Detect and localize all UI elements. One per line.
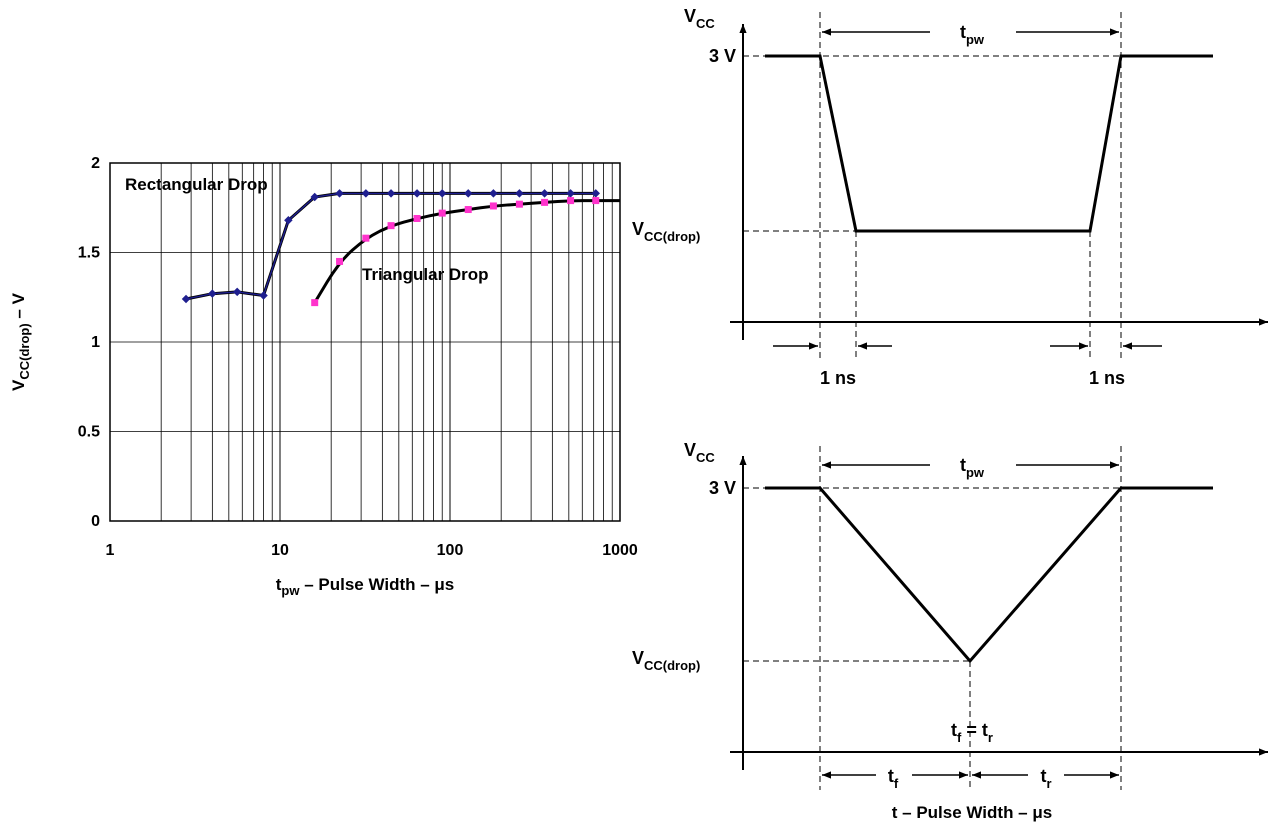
drop-vs-pulse-width-chart: 0 0.5 1 1.5 2 1 10 100 1000 Rectangular Drop Tr… bbox=[9, 155, 638, 598]
rectangular-drop-point bbox=[566, 189, 575, 198]
triangular-drop-point bbox=[413, 214, 421, 222]
triangular-drop-point bbox=[592, 197, 600, 205]
triangular-drop-point bbox=[541, 198, 549, 206]
rectangular-drop-point bbox=[259, 291, 268, 300]
triangular-drop-line bbox=[313, 199, 620, 304]
rectangular-drop-point bbox=[361, 189, 371, 198]
triangular-drop-point bbox=[567, 197, 575, 205]
series-label-triangular: Triangular Drop bbox=[362, 265, 489, 284]
tri-waveform-trace bbox=[765, 486, 1213, 664]
triangular-waveform-diagram: tpw VCC 3 V VCC(drop) tf = tr tf tr t – … bbox=[632, 440, 1268, 822]
y-axis-label: VCC(drop) – V bbox=[9, 292, 32, 391]
rectangular-drop-point bbox=[284, 216, 293, 225]
3v-label-tri: 3 V bbox=[709, 478, 736, 498]
tpw-label-tri: tpw bbox=[960, 455, 985, 480]
ns-label-right: 1 ns bbox=[1089, 368, 1125, 388]
triangular-drop-point bbox=[387, 222, 395, 230]
triangular-drop-point bbox=[336, 257, 344, 265]
rectangular-drop-point bbox=[515, 189, 524, 198]
rectangular-drop-point bbox=[386, 189, 396, 198]
tf-equals-tr-label: tf = tr bbox=[951, 720, 993, 745]
triangular-drop-point bbox=[464, 206, 472, 214]
tpw-label-rect: tpw bbox=[960, 22, 985, 47]
x-tick-labels: 1 10 100 1000 bbox=[106, 542, 638, 559]
vdrop-label-tri: VCC(drop) bbox=[632, 648, 700, 673]
triangular-drop-point bbox=[489, 202, 497, 210]
triangular-drop-point bbox=[515, 200, 523, 208]
tri-dashed-guides bbox=[743, 446, 1122, 790]
rectangular-drop-point bbox=[412, 189, 422, 198]
y-tick-label: 0 bbox=[91, 513, 100, 530]
rectangular-drop-point bbox=[540, 189, 549, 198]
y-tick-label: 2 bbox=[91, 155, 100, 172]
rectangular-drop-point bbox=[489, 189, 498, 198]
x-tick-label: 1000 bbox=[602, 542, 638, 559]
ns-label-left: 1 ns bbox=[820, 368, 856, 388]
x-tick-label: 1 bbox=[106, 542, 115, 559]
vcc-label-tri: VCC bbox=[684, 440, 715, 465]
rectangular-drop-point bbox=[208, 289, 217, 298]
rectangular-drop-point bbox=[591, 189, 600, 198]
x-axis-label: tpw – Pulse Width – μs bbox=[276, 575, 455, 598]
y-tick-label: 1 bbox=[91, 334, 100, 351]
vcc-label-rect: VCC bbox=[684, 6, 715, 31]
rect-dashed-guides bbox=[743, 12, 1122, 360]
triangular-drop-point bbox=[311, 299, 319, 307]
triangular-drop-point bbox=[362, 234, 370, 242]
rectangular-drop-point bbox=[310, 192, 319, 202]
x-tick-label: 100 bbox=[437, 542, 464, 559]
vdrop-label-rect: VCC(drop) bbox=[632, 219, 700, 244]
series-label-rectangular: Rectangular Drop bbox=[125, 175, 268, 194]
rectangular-drop-point bbox=[463, 189, 473, 198]
triangular-drop-point bbox=[438, 209, 446, 217]
y-tick-labels: 0 0.5 1 1.5 2 bbox=[78, 155, 100, 530]
chart-series bbox=[181, 189, 620, 307]
tr-label: tr bbox=[1040, 766, 1051, 791]
y-tick-label: 0.5 bbox=[78, 424, 100, 441]
3v-label-rect: 3 V bbox=[709, 46, 736, 66]
plot-frame bbox=[109, 162, 621, 522]
rectangular-drop-point bbox=[232, 287, 242, 297]
tri-x-axis-label: t – Pulse Width – μs bbox=[892, 803, 1052, 822]
rectangular-drop-point bbox=[181, 294, 191, 304]
chart-grid bbox=[110, 163, 620, 521]
tf-label: tf bbox=[888, 766, 899, 791]
x-tick-label: 10 bbox=[271, 542, 289, 559]
rect-waveform-trace bbox=[765, 54, 1213, 233]
rectangular-drop-point bbox=[335, 189, 344, 198]
y-tick-label: 1.5 bbox=[78, 245, 100, 262]
rectangular-waveform-diagram: tpw VCC 3 V VCC(drop) 1 ns 1 ns bbox=[632, 6, 1268, 388]
rectangular-drop-point bbox=[437, 189, 447, 198]
